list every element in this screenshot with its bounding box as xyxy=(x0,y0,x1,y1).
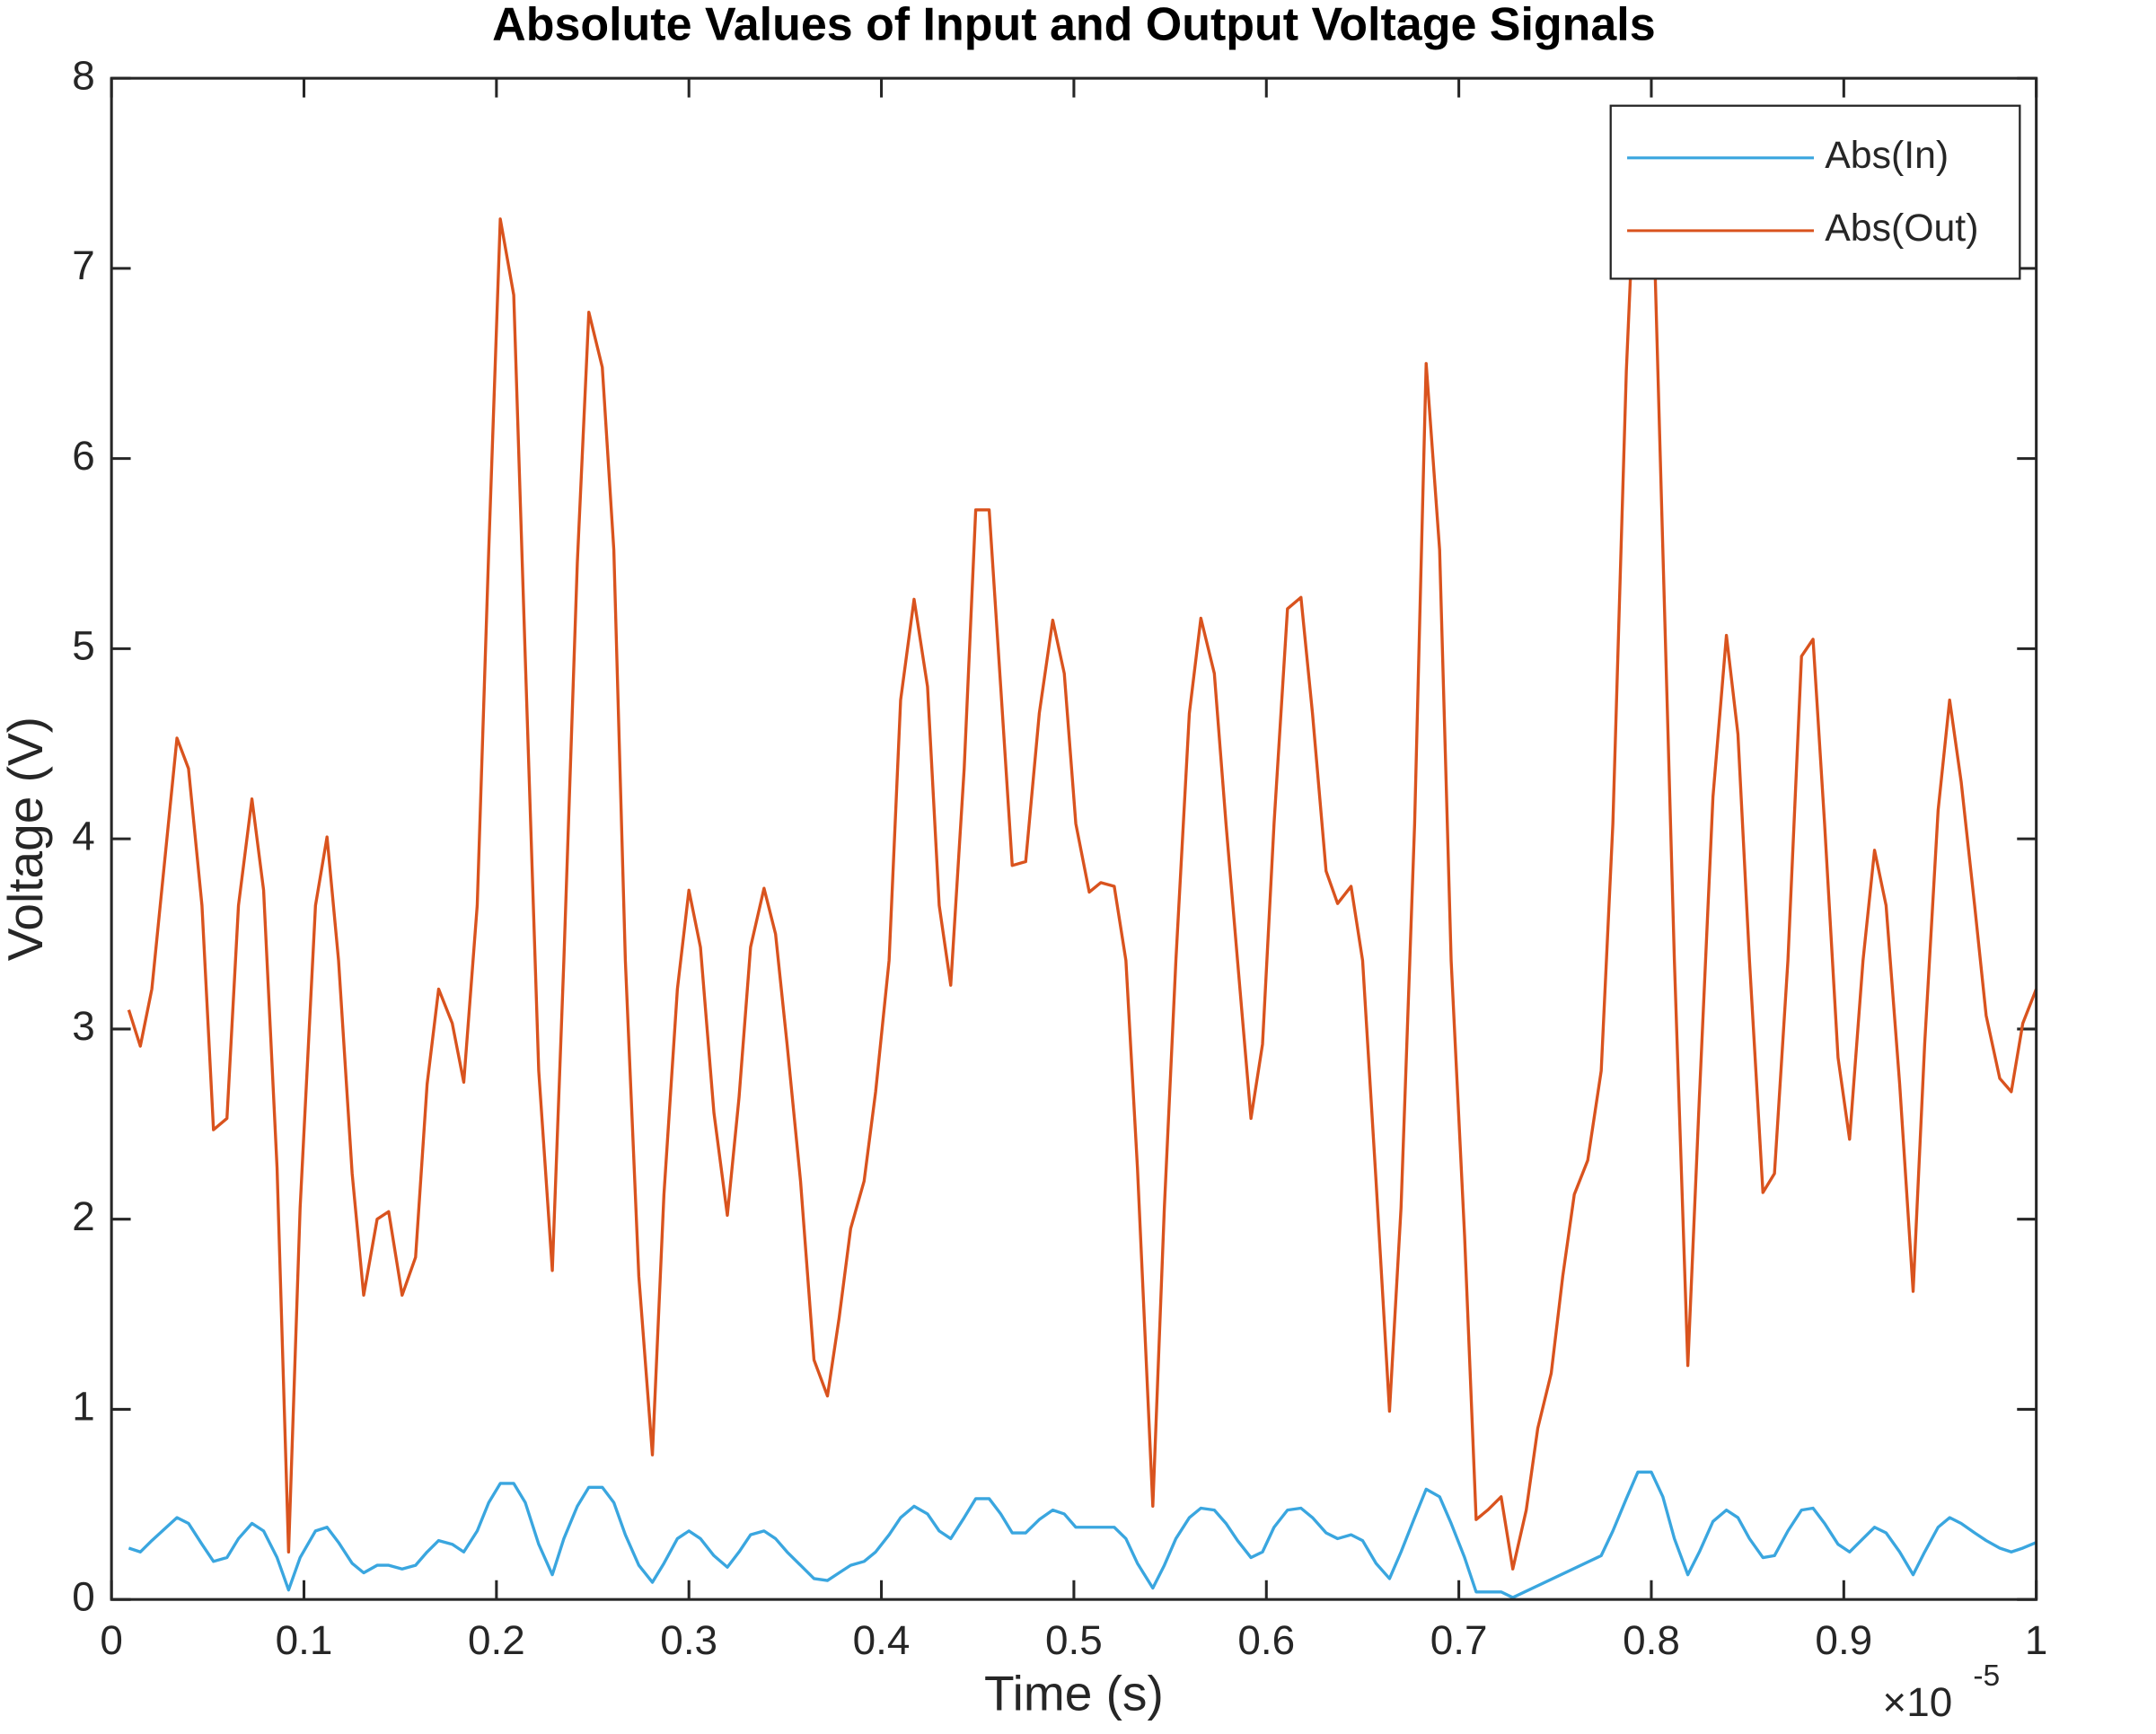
x-tick-label: 0.4 xyxy=(853,1616,911,1663)
x-scale-exponent: -5 xyxy=(1973,1659,2000,1693)
y-tick-label: 4 xyxy=(72,812,95,858)
y-tick-label: 0 xyxy=(72,1572,95,1619)
y-axis-label: Voltage (V) xyxy=(0,717,53,961)
x-tick-label: 0.6 xyxy=(1237,1616,1295,1663)
x-tick-label: 0 xyxy=(100,1616,123,1663)
y-tick-label: 6 xyxy=(72,432,95,479)
legend-label: Abs(In) xyxy=(1825,134,1949,177)
legend-label: Abs(Out) xyxy=(1825,207,1978,250)
x-tick-label: 0.9 xyxy=(1815,1616,1872,1663)
x-axis-label: Time (s) xyxy=(984,1665,1164,1721)
chart-title: Absolute Values of Input and Output Volt… xyxy=(492,0,1655,50)
y-tick-label: 5 xyxy=(72,622,95,669)
series-line xyxy=(127,105,2038,1571)
x-tick-label: 0.7 xyxy=(1430,1616,1488,1663)
series-line xyxy=(128,1470,2037,1599)
y-tick-label: 8 xyxy=(72,51,95,98)
y-tick-label: 3 xyxy=(72,1002,95,1049)
y-tick-label: 2 xyxy=(72,1193,95,1239)
plot-frame xyxy=(110,76,2038,1601)
x-tick-label: 0.3 xyxy=(660,1616,717,1663)
legend-box xyxy=(1609,104,2021,280)
x-tick-label: 0.2 xyxy=(468,1616,525,1663)
y-tick-label: 1 xyxy=(72,1383,95,1430)
y-tick-label: 7 xyxy=(72,242,95,288)
x-tick-label: 1 xyxy=(2025,1616,2048,1663)
x-tick-label: 0.8 xyxy=(1623,1616,1680,1663)
x-scale-label: ×10 xyxy=(1882,1678,1952,1725)
x-tick-label: 0.1 xyxy=(276,1616,333,1663)
x-tick-label: 0.5 xyxy=(1045,1616,1103,1663)
